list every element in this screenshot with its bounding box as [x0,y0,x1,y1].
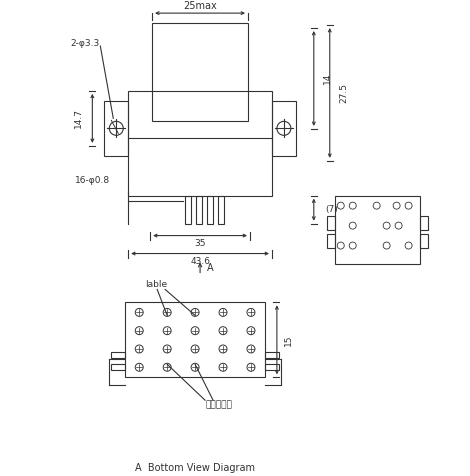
Bar [111,364,125,370]
Bar [196,196,202,224]
Text: 35: 35 [194,239,206,248]
Text: lable: lable [145,280,167,289]
Bar [185,196,191,224]
Text: A  Bottom View Diagram: A Bottom View Diagram [135,463,255,473]
Text: 色标确正楼: 色标确正楼 [205,401,232,410]
Bar [104,101,128,156]
Text: 15: 15 [284,334,293,346]
Text: 14.7: 14.7 [74,108,83,128]
Bar [272,101,296,156]
Bar [125,302,265,377]
Text: (7): (7) [325,205,338,214]
Bar [218,196,224,224]
Bar [327,216,335,229]
Text: A: A [207,262,213,272]
Text: 43.6: 43.6 [190,257,210,266]
Bar [327,234,335,248]
Bar [207,196,213,224]
Bar [265,352,279,358]
Text: 14: 14 [323,73,332,84]
Text: 27.5: 27.5 [339,83,348,103]
Bar [152,23,248,121]
Bar [265,364,279,370]
Text: 16-φ0.8: 16-φ0.8 [75,176,110,185]
Bar [420,216,428,229]
Bar [128,91,272,196]
Bar [111,352,125,358]
Bar [335,196,420,264]
Text: 25max: 25max [183,1,217,11]
Bar [420,234,428,248]
Text: 2-φ3.3: 2-φ3.3 [70,39,100,48]
